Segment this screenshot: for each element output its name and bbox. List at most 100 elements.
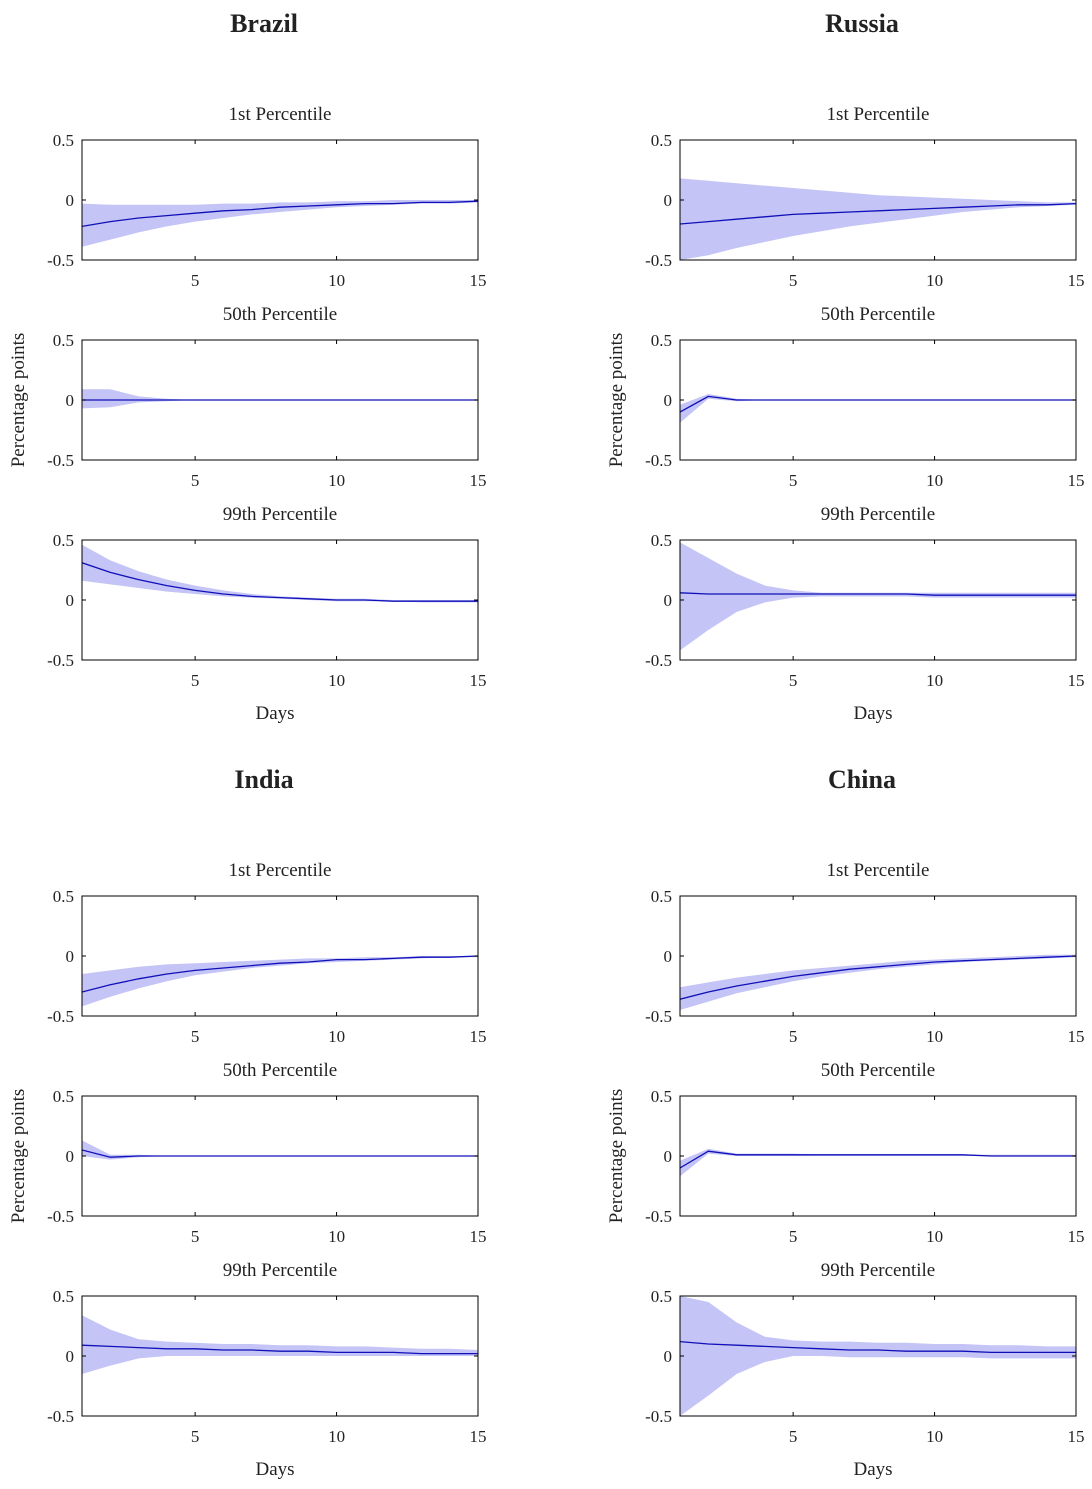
- median-line: [680, 395, 1076, 413]
- panel-3: 99th Percentile 0.5 0 -0.5 5 10 15: [645, 504, 1084, 690]
- y-tick-label: 0: [664, 947, 673, 966]
- confidence-band: [82, 1315, 478, 1374]
- panel-2: 50th Percentile 0.5 0 -0.5 5 10 15 Percentage p…: [8, 304, 487, 490]
- country-title: Brazil: [230, 9, 298, 38]
- y-axis-label: Percentage points: [606, 1089, 627, 1224]
- panel-title: 50th Percentile: [223, 1060, 338, 1081]
- panel-title: 50th Percentile: [821, 1060, 936, 1081]
- panel-1: 1st Percentile 0.5 0 -0.5 5 10 15: [47, 860, 486, 1046]
- panel-2: 50th Percentile 0.5 0 -0.5 5 10 15 Percentage p…: [8, 1060, 487, 1246]
- median-line: [680, 955, 1076, 1000]
- x-tick-label: 5: [191, 1427, 200, 1446]
- y-tick-label: 0.5: [53, 531, 74, 550]
- plot-frame: [679, 895, 1077, 1017]
- x-tick-label: 15: [470, 1427, 487, 1446]
- confidence-band: [82, 389, 478, 409]
- y-tick-label: 0.5: [651, 1087, 672, 1106]
- panel-3: 99th Percentile 0.5 0 -0.5 5 10 15: [47, 504, 486, 690]
- y-tick-label: 0: [664, 1347, 673, 1366]
- y-tick-label: 0.5: [651, 131, 672, 150]
- country-group-russia: Russia 1st Percentile 0.5 0 -0.5 5 10 15 50th Pe…: [606, 9, 1085, 724]
- x-axis-label: Days: [255, 703, 294, 724]
- median-line: [82, 562, 478, 602]
- y-tick-label: -0.5: [47, 651, 74, 670]
- panel-2: 50th Percentile 0.5 0 -0.5 5 10 15 Percentage p…: [606, 304, 1085, 490]
- x-tick-label: 5: [789, 1227, 798, 1246]
- x-tick-label: 10: [328, 471, 345, 490]
- y-tick-label: 0.5: [53, 1087, 74, 1106]
- y-tick-label: 0.5: [651, 887, 672, 906]
- panel-title: 1st Percentile: [827, 104, 930, 125]
- plot-frame: [81, 895, 479, 1017]
- x-tick-label: 5: [191, 671, 200, 690]
- y-tick-label: 0: [66, 947, 75, 966]
- x-tick-label: 15: [470, 1227, 487, 1246]
- x-tick-label: 15: [1068, 1227, 1085, 1246]
- x-tick-label: 5: [789, 271, 798, 290]
- x-axis-label: Days: [255, 1459, 294, 1480]
- y-tick-label: -0.5: [47, 451, 74, 470]
- x-tick-label: 5: [789, 1427, 798, 1446]
- y-tick-label: 0.5: [53, 887, 74, 906]
- y-tick-label: -0.5: [645, 451, 672, 470]
- panel-title: 99th Percentile: [223, 504, 338, 525]
- country-group-india: India 1st Percentile 0.5 0 -0.5 5 10 15 50th Per…: [8, 765, 487, 1480]
- confidence-band: [680, 394, 1076, 423]
- x-tick-label: 10: [926, 271, 943, 290]
- y-tick-label: 0.5: [53, 1287, 74, 1306]
- x-tick-label: 5: [789, 671, 798, 690]
- confidence-band: [680, 1148, 1076, 1177]
- x-tick-label: 10: [926, 1227, 943, 1246]
- y-tick-label: 0: [66, 591, 75, 610]
- y-tick-label: -0.5: [47, 1007, 74, 1026]
- y-tick-label: -0.5: [645, 1207, 672, 1226]
- y-axis-label: Percentage points: [8, 333, 29, 468]
- confidence-band: [82, 544, 478, 603]
- x-tick-label: 15: [470, 671, 487, 690]
- y-tick-label: 0.5: [53, 331, 74, 350]
- x-tick-label: 10: [926, 671, 943, 690]
- panel-2: 50th Percentile 0.5 0 -0.5 5 10 15 Percentage p…: [606, 1060, 1085, 1246]
- panel-title: 1st Percentile: [229, 860, 332, 881]
- x-tick-label: 10: [328, 271, 345, 290]
- x-tick-label: 10: [926, 471, 943, 490]
- x-tick-label: 15: [470, 471, 487, 490]
- panel-3: 99th Percentile 0.5 0 -0.5 5 10 15: [47, 1260, 486, 1446]
- x-tick-label: 15: [1068, 471, 1085, 490]
- x-tick-label: 5: [191, 471, 200, 490]
- y-tick-label: 0.5: [651, 531, 672, 550]
- median-line: [680, 1340, 1076, 1354]
- median-line: [82, 955, 478, 993]
- panel-title: 1st Percentile: [229, 104, 332, 125]
- x-tick-label: 5: [191, 1227, 200, 1246]
- x-tick-label: 10: [328, 1427, 345, 1446]
- y-tick-label: -0.5: [645, 251, 672, 270]
- country-title: India: [234, 765, 293, 794]
- median-line: [680, 202, 1076, 225]
- panel-title: 99th Percentile: [821, 1260, 936, 1281]
- median-line: [82, 1149, 478, 1158]
- confidence-band: [82, 1140, 478, 1160]
- x-axis-label: Days: [853, 703, 892, 724]
- panel-title: 1st Percentile: [827, 860, 930, 881]
- country-title: China: [828, 765, 896, 794]
- y-tick-label: 0: [66, 1347, 75, 1366]
- x-tick-label: 5: [789, 471, 798, 490]
- country-title: Russia: [825, 9, 899, 38]
- x-tick-label: 5: [789, 1027, 798, 1046]
- panel-title: 50th Percentile: [821, 304, 936, 325]
- x-tick-label: 10: [328, 671, 345, 690]
- x-tick-label: 5: [191, 1027, 200, 1046]
- y-tick-label: -0.5: [645, 1407, 672, 1426]
- y-tick-label: -0.5: [47, 1407, 74, 1426]
- panel-1: 1st Percentile 0.5 0 -0.5 5 10 15: [47, 104, 486, 290]
- confidence-band: [82, 956, 478, 1007]
- y-tick-label: 0: [664, 1147, 673, 1166]
- confidence-band: [680, 954, 1076, 1010]
- x-tick-label: 5: [191, 271, 200, 290]
- panel-1: 1st Percentile 0.5 0 -0.5 5 10 15: [645, 860, 1084, 1046]
- y-tick-label: 0: [664, 391, 673, 410]
